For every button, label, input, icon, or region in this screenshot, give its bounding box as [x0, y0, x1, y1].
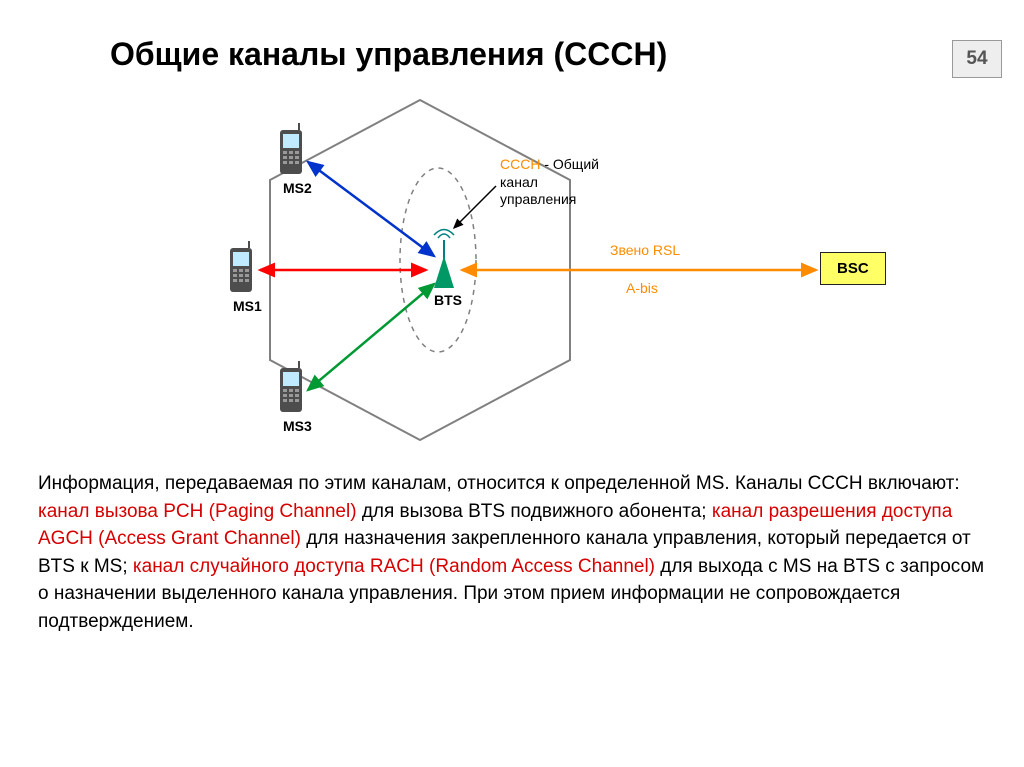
label-rsl: Звено RSL [610, 242, 680, 258]
bts-tower-icon [434, 230, 454, 289]
coverage-ellipse [400, 168, 476, 352]
label-abis: A-bis [626, 280, 658, 296]
label-ms1: MS1 [233, 298, 262, 314]
phone-icon-ms1 [230, 241, 252, 292]
ccch-rest2: канал [500, 174, 538, 190]
diagram-svg [140, 90, 900, 450]
phone-icon-ms2 [280, 123, 302, 174]
body-paragraph: Информация, передаваемая по этим каналам… [38, 470, 986, 635]
phone-icon-ms3 [280, 361, 302, 412]
label-bts: BTS [434, 292, 462, 308]
ccch-rest3: управления [500, 191, 576, 207]
arrow-ms2-bts [308, 162, 434, 256]
bsc-label: BSC [837, 260, 869, 277]
slide-number-badge: 54 [952, 40, 1002, 78]
arrow-ms3-bts [308, 284, 434, 390]
label-ms3: MS3 [283, 418, 312, 434]
highlight-pch: канал вызова PCH (Paging Channel) [38, 501, 357, 522]
label-ccch: CCCH - Общий канал управления [500, 156, 660, 209]
body-seg-2: для вызова BTS подвижного абонента; [362, 501, 712, 522]
bsc-node: BSC [820, 252, 886, 285]
ccch-word: CCCH [500, 156, 540, 172]
page-title: Общие каналы управления (CCCH) [110, 36, 667, 73]
network-diagram: MS2 MS1 MS3 BTS CCCH - Общий канал управ… [140, 90, 900, 450]
body-seg-1: Информация, передаваемая по этим каналам… [38, 473, 960, 494]
highlight-rach: канал случайного доступа RACH (Random Ac… [133, 556, 655, 577]
slide-number-text: 54 [966, 48, 987, 70]
label-ms2: MS2 [283, 180, 312, 196]
ccch-rest1: - Общий [540, 156, 599, 172]
arrow-ccch-pointer [454, 186, 496, 228]
